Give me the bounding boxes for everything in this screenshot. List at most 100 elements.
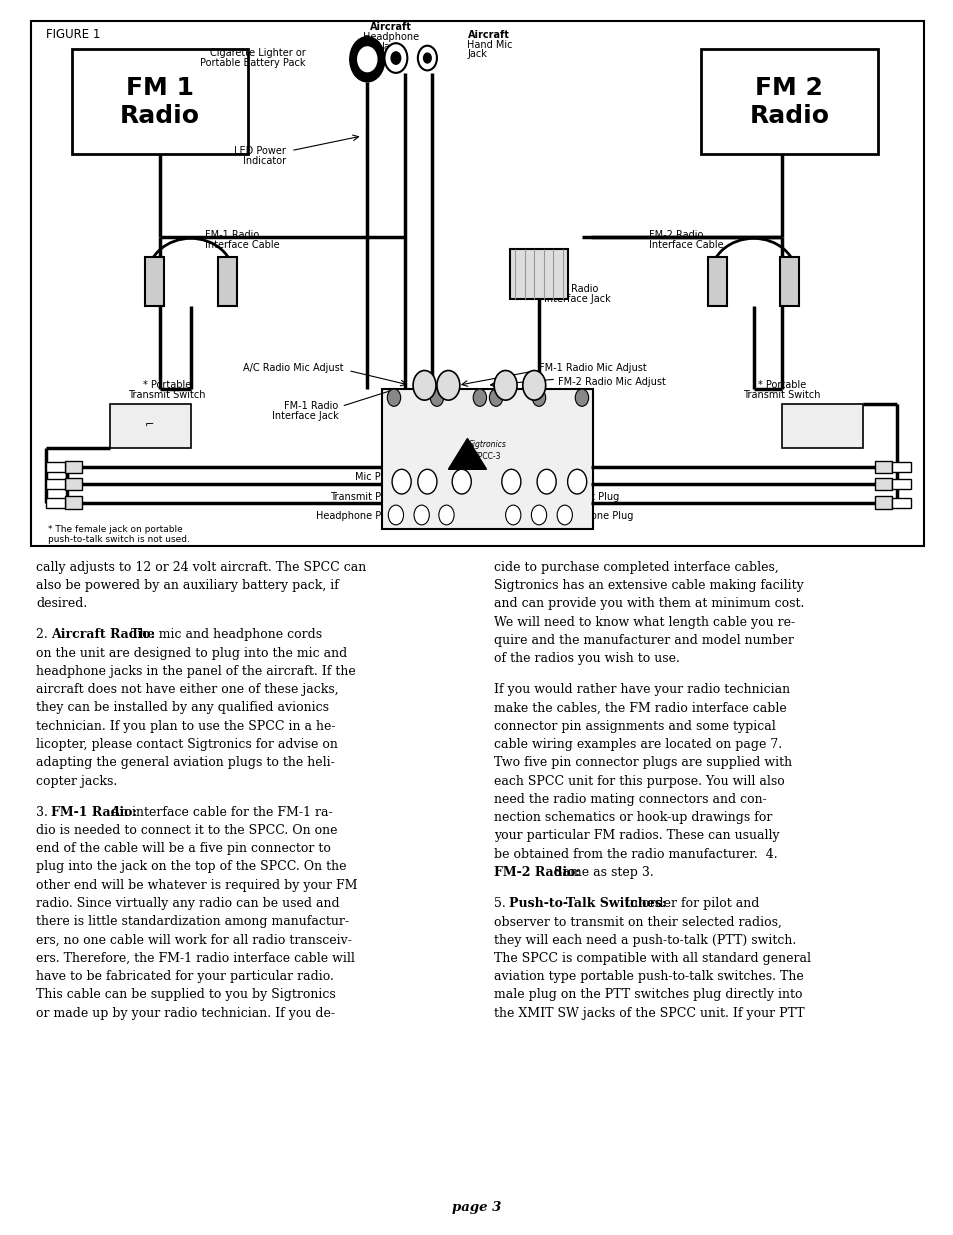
- Text: Portable Battery Pack: Portable Battery Pack: [199, 58, 305, 68]
- Text: Interface Jack: Interface Jack: [272, 411, 338, 421]
- Text: FM-2 Radio Mic Adjust: FM-2 Radio Mic Adjust: [558, 377, 665, 387]
- Text: 5.: 5.: [494, 897, 512, 910]
- Text: need the radio mating connectors and con-: need the radio mating connectors and con…: [494, 793, 766, 805]
- Bar: [707, 257, 726, 306]
- Polygon shape: [448, 438, 486, 469]
- Bar: [217, 257, 236, 306]
- Circle shape: [537, 469, 556, 494]
- Bar: [65, 478, 82, 490]
- Circle shape: [436, 370, 459, 400]
- Text: they will each need a push-to-talk (PTT) switch.: they will each need a push-to-talk (PTT)…: [494, 934, 796, 946]
- Bar: [891, 479, 910, 489]
- Text: technician. If you plan to use the SPCC in a he-: technician. If you plan to use the SPCC …: [36, 720, 335, 732]
- Circle shape: [501, 469, 520, 494]
- Text: An interface cable for the FM-1 ra-: An interface cable for the FM-1 ra-: [107, 805, 333, 819]
- Text: of the radios you wish to use.: of the radios you wish to use.: [494, 652, 679, 666]
- Text: Headphone Plug: Headphone Plug: [315, 511, 395, 521]
- Text: FM-1 Radio: FM-1 Radio: [205, 230, 259, 240]
- Text: A/C Radio Mic Adjust: A/C Radio Mic Adjust: [243, 363, 343, 373]
- Text: cable wiring examples are located on page 7.: cable wiring examples are located on pag…: [494, 739, 781, 751]
- Text: 2.: 2.: [36, 629, 54, 641]
- Text: ers. Therefore, the FM-1 radio interface cable will: ers. Therefore, the FM-1 radio interface…: [36, 952, 355, 965]
- Circle shape: [357, 47, 376, 72]
- Text: be obtained from the radio manufacturer. 4.: be obtained from the radio manufacturer.…: [494, 847, 777, 861]
- Circle shape: [430, 389, 443, 406]
- Text: Aircraft: Aircraft: [370, 22, 412, 32]
- Text: ⌐: ⌐: [145, 421, 154, 431]
- Text: FIGURE 1: FIGURE 1: [46, 28, 100, 42]
- Circle shape: [392, 469, 411, 494]
- Bar: [891, 462, 910, 472]
- Text: Transmit Plug: Transmit Plug: [553, 492, 618, 501]
- Text: cide to purchase completed interface cables,: cide to purchase completed interface cab…: [494, 561, 778, 574]
- Circle shape: [532, 389, 545, 406]
- Text: This cable can be supplied to you by Sigtronics: This cable can be supplied to you by Sig…: [36, 988, 335, 1002]
- Text: The SPCC is compatible with all standard general: The SPCC is compatible with all standard…: [494, 952, 810, 965]
- Text: SPCC-3: SPCC-3: [474, 452, 500, 462]
- Text: Interface Jack: Interface Jack: [543, 294, 610, 304]
- Text: connector pin assignments and some typical: connector pin assignments and some typic…: [494, 720, 775, 732]
- Text: licopter, please contact Sigtronics for advise on: licopter, please contact Sigtronics for …: [36, 739, 337, 751]
- Bar: [31, 21, 923, 546]
- Text: Transmit Switch: Transmit Switch: [128, 390, 206, 400]
- Circle shape: [575, 389, 588, 406]
- Text: Sigtronics: Sigtronics: [468, 440, 506, 450]
- Text: aircraft does not have either one of these jacks,: aircraft does not have either one of the…: [36, 683, 338, 697]
- Text: there is little standardization among manufactur-: there is little standardization among ma…: [36, 915, 349, 929]
- Text: Interface Cable: Interface Cable: [205, 240, 279, 249]
- Text: each SPCC unit for this purpose. You will also: each SPCC unit for this purpose. You wil…: [494, 774, 784, 788]
- Bar: [46, 462, 65, 472]
- Circle shape: [391, 52, 400, 64]
- Text: Same as step 3.: Same as step 3.: [550, 866, 654, 879]
- Text: the XMIT SW jacks of the SPCC unit. If your PTT: the XMIT SW jacks of the SPCC unit. If y…: [494, 1007, 804, 1020]
- Text: your particular FM radios. These can usually: your particular FM radios. These can usu…: [494, 830, 779, 842]
- Text: nection schematics or hook-up drawings for: nection schematics or hook-up drawings f…: [494, 811, 772, 824]
- Circle shape: [417, 469, 436, 494]
- Text: Two five pin connector plugs are supplied with: Two five pin connector plugs are supplie…: [494, 756, 791, 769]
- Bar: [381, 389, 593, 529]
- Text: * The female jack on portable: * The female jack on portable: [48, 525, 182, 534]
- Text: LED Power: LED Power: [234, 146, 286, 156]
- Circle shape: [413, 370, 436, 400]
- Text: ers, no one cable will work for all radio transceiv-: ers, no one cable will work for all radi…: [36, 934, 352, 946]
- Text: Interface Cable: Interface Cable: [648, 240, 722, 249]
- Text: Indicator: Indicator: [243, 156, 286, 165]
- Circle shape: [414, 505, 429, 525]
- Text: Jack: Jack: [467, 49, 487, 59]
- Bar: [145, 257, 164, 306]
- Text: and can provide you with them at minimum cost.: and can provide you with them at minimum…: [494, 598, 803, 610]
- Text: also be powered by an auxiliary battery pack, if: also be powered by an auxiliary battery …: [36, 579, 338, 592]
- Text: end of the cable will be a five pin connector to: end of the cable will be a five pin conn…: [36, 842, 331, 855]
- Text: Push-to-Talk Switches:: Push-to-Talk Switches:: [508, 897, 665, 910]
- Text: Headphone: Headphone: [363, 32, 418, 42]
- Text: radio. Since virtually any radio can be used and: radio. Since virtually any radio can be …: [36, 897, 339, 910]
- Circle shape: [387, 389, 400, 406]
- Text: FM-1 Radio: FM-1 Radio: [284, 401, 338, 411]
- Text: other end will be whatever is required by your FM: other end will be whatever is required b…: [36, 879, 357, 892]
- Text: FM-1 Radio:: FM-1 Radio:: [51, 805, 136, 819]
- Text: * Portable: * Portable: [143, 380, 191, 390]
- Bar: [781, 404, 862, 448]
- Circle shape: [384, 43, 407, 73]
- Circle shape: [452, 469, 471, 494]
- Text: on the unit are designed to plug into the mic and: on the unit are designed to plug into th…: [36, 647, 347, 659]
- Text: Transmit Switch: Transmit Switch: [742, 390, 821, 400]
- Circle shape: [473, 389, 486, 406]
- Text: The mic and headphone cords: The mic and headphone cords: [128, 629, 322, 641]
- Text: FM-1 Radio Mic Adjust: FM-1 Radio Mic Adjust: [538, 363, 646, 373]
- Circle shape: [417, 46, 436, 70]
- Bar: [874, 478, 891, 490]
- Circle shape: [438, 505, 454, 525]
- Circle shape: [557, 505, 572, 525]
- Circle shape: [531, 505, 546, 525]
- Text: dio is needed to connect it to the SPCC. On one: dio is needed to connect it to the SPCC.…: [36, 824, 337, 837]
- Text: observer to transmit on their selected radios,: observer to transmit on their selected r…: [494, 915, 781, 929]
- Text: FM 1
Radio: FM 1 Radio: [120, 77, 199, 127]
- Text: quire and the manufacturer and model number: quire and the manufacturer and model num…: [494, 634, 793, 647]
- Circle shape: [489, 389, 502, 406]
- Text: have to be fabricated for your particular radio.: have to be fabricated for your particula…: [36, 971, 334, 983]
- Text: copter jacks.: copter jacks.: [36, 774, 117, 788]
- Text: plug into the jack on the top of the SPCC. On the: plug into the jack on the top of the SPC…: [36, 861, 346, 873]
- Text: FM-2 Radio: FM-2 Radio: [543, 284, 598, 294]
- Text: * Portable: * Portable: [758, 380, 805, 390]
